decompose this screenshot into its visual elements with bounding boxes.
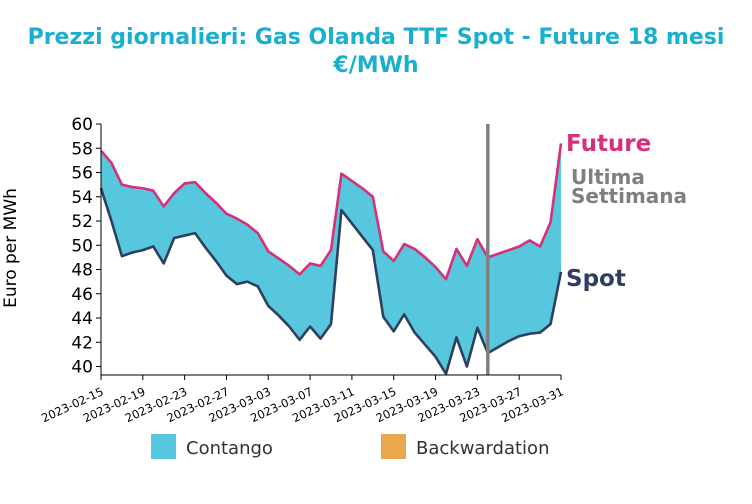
- area-layer: [101, 143, 561, 374]
- spot-annotation: Spot: [566, 266, 626, 292]
- y-tick-label: 60: [71, 115, 93, 135]
- y-tick-label: 42: [71, 333, 93, 353]
- y-tick-label: 48: [71, 261, 93, 281]
- y-tick-label: 50: [71, 236, 93, 256]
- y-tick-label: 40: [71, 358, 93, 378]
- marker-annotation-line1: Ultima: [571, 165, 645, 189]
- y-tick-label: 58: [71, 139, 93, 159]
- line-layer: [99, 143, 563, 376]
- marker-annotation-line2: Settimana: [571, 184, 687, 208]
- legend-swatch-contango: [151, 434, 176, 459]
- chart-title: Prezzi giornalieri: Gas Olanda TTF Spot …: [0, 24, 752, 80]
- future-annotation: Future: [566, 131, 651, 157]
- legend-swatch-backwardation: [381, 434, 406, 459]
- y-tick-label: 46: [71, 285, 93, 305]
- contango-area: [101, 143, 561, 374]
- y-tick-label: 54: [71, 188, 93, 208]
- future-line: [100, 143, 563, 281]
- chart-title-line1: Prezzi giornalieri: Gas Olanda TTF Spot …: [27, 25, 725, 50]
- legend-label-backwardation: Backwardation: [416, 438, 549, 459]
- y-tick-label: 44: [71, 309, 93, 329]
- legend-label-contango: Contango: [186, 438, 273, 459]
- chart-title-line2: €/MWh: [333, 53, 419, 78]
- y-tick-label: 52: [71, 212, 93, 232]
- y-axis-label: Euro per MWh: [1, 188, 21, 308]
- spot-line: [99, 187, 563, 376]
- y-tick-label: 56: [71, 164, 93, 184]
